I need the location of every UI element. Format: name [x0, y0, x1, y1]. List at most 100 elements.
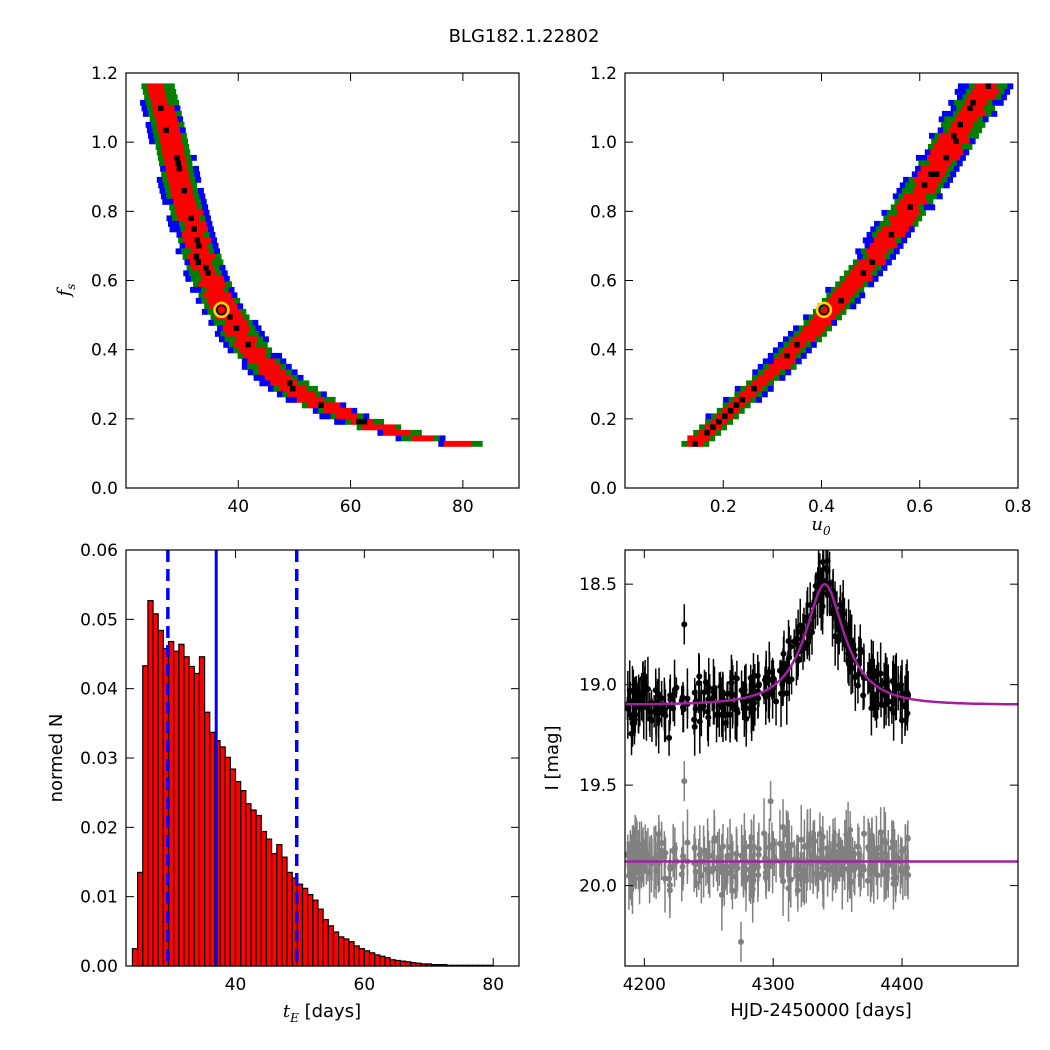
x-axis-label: tE [days] — [283, 1001, 361, 1025]
heat-cell-3sigma — [943, 182, 950, 189]
heat-cell-3sigma — [948, 99, 955, 106]
heat-cell-1sigma — [789, 352, 796, 359]
heat-cell-core — [193, 253, 200, 260]
heat-cell-1sigma — [846, 281, 853, 288]
data-point — [807, 602, 814, 609]
heat-cell-core — [175, 160, 182, 167]
heat-cell-2sigma — [998, 88, 1005, 95]
heat-cell-2sigma — [142, 88, 149, 95]
heat-cell-2sigma — [852, 259, 859, 266]
heat-cell-1sigma — [428, 435, 435, 442]
heat-cell-1sigma — [757, 374, 764, 381]
heat-cell-1sigma — [382, 429, 389, 436]
x-axis-label: u0 — [811, 514, 831, 538]
heat-cell-3sigma — [896, 187, 903, 194]
heat-cell-2sigma — [256, 341, 263, 348]
heat-cell-2sigma — [170, 88, 177, 95]
heat-cell-1sigma — [155, 116, 162, 123]
heat-cell-1sigma — [903, 226, 910, 233]
heat-cell-1sigma — [946, 149, 953, 156]
heat-cell-3sigma — [785, 369, 792, 376]
data-point — [666, 734, 673, 741]
heat-cell-2sigma — [905, 182, 912, 189]
heat-cell-core — [751, 385, 758, 392]
heat-cell-1sigma — [279, 385, 285, 392]
heat-cell-1sigma — [757, 380, 763, 387]
heat-cell-2sigma — [918, 204, 925, 211]
resid-point — [854, 843, 861, 850]
resid-point — [869, 838, 876, 845]
heat-cell-core — [928, 171, 935, 178]
heat-cell-3sigma — [395, 435, 402, 442]
heat-cell-2sigma — [216, 270, 223, 277]
heat-cell-1sigma — [974, 83, 981, 90]
y-tick-label: 0.05 — [80, 610, 118, 630]
heat-cell-2sigma — [163, 182, 170, 189]
heat-cell-1sigma — [952, 149, 959, 156]
heat-cell-1sigma — [318, 396, 325, 403]
heat-cell-1sigma — [389, 424, 396, 431]
heat-cell-3sigma — [255, 325, 262, 332]
heat-cell-3sigma — [956, 160, 963, 167]
heat-cell-3sigma — [179, 242, 186, 249]
heat-cell-1sigma — [687, 435, 694, 442]
heat-cell-core — [970, 99, 977, 106]
heat-cell-1sigma — [187, 209, 193, 216]
y-tick-label: 1.2 — [91, 64, 118, 84]
heat-cell-1sigma — [281, 380, 288, 387]
heat-cell-1sigma — [756, 385, 763, 392]
outlier-point — [767, 798, 774, 805]
heat-cell-3sigma — [893, 248, 900, 255]
heat-cell-1sigma — [931, 165, 938, 172]
heat-cell-1sigma — [849, 270, 856, 277]
resid-point — [836, 842, 843, 849]
heat-cell-2sigma — [247, 363, 254, 370]
heat-cell-2sigma — [215, 253, 222, 260]
heat-cell-3sigma — [783, 336, 789, 343]
heat-cell-3sigma — [864, 242, 871, 249]
heat-cell-1sigma — [258, 369, 265, 376]
x-tick-label: 40 — [227, 497, 249, 517]
heat-cell-1sigma — [750, 391, 757, 398]
heat-cell-1sigma — [842, 292, 849, 299]
heat-cell-2sigma — [931, 193, 938, 200]
heat-cell-core — [933, 171, 940, 178]
heat-cell-1sigma — [924, 187, 930, 194]
heat-cell-3sigma — [312, 407, 319, 414]
heat-cell-2sigma — [159, 160, 165, 167]
heat-cell-2sigma — [734, 391, 741, 398]
data-point — [648, 717, 655, 724]
heat-cell-1sigma — [201, 275, 208, 282]
resid-point — [733, 850, 740, 857]
heat-cell-3sigma — [872, 275, 879, 282]
histogram-bar — [389, 959, 396, 967]
panel-u0-fs: 0.2 0.4 0.6 0.8 0.0 0.2 0.4 0.6 0.8 1.0 1.2 u0 — [590, 64, 1032, 538]
heat-cell-3sigma — [175, 226, 181, 233]
heat-cell-1sigma — [192, 248, 198, 255]
histogram-bar — [394, 959, 402, 967]
heat-cell-2sigma — [935, 187, 941, 194]
heat-cell-1sigma — [901, 204, 908, 211]
heat-cell-1sigma — [207, 275, 214, 282]
heat-cell-2sigma — [858, 286, 865, 293]
heat-cell-2sigma — [224, 336, 231, 343]
heat-cell-2sigma — [170, 209, 177, 216]
heat-cell-1sigma — [934, 160, 941, 167]
heat-cell-1sigma — [879, 253, 885, 260]
heat-cell-3sigma — [911, 171, 918, 178]
heat-cell-1sigma — [715, 424, 722, 431]
heat-cell-1sigma — [839, 303, 846, 310]
histogram-bar — [276, 844, 283, 967]
data-point — [840, 610, 847, 617]
heat-cell-3sigma — [162, 198, 169, 205]
heat-cell-3sigma — [901, 237, 908, 244]
heat-cell-2sigma — [171, 94, 178, 101]
heat-cell-1sigma — [309, 391, 316, 398]
heat-cell-1sigma — [241, 336, 247, 343]
heat-cell-1sigma — [716, 413, 723, 420]
heat-cell-1sigma — [169, 105, 175, 112]
heat-cell-1sigma — [852, 286, 859, 293]
heat-cell-3sigma — [334, 418, 341, 425]
heat-cell-1sigma — [981, 99, 988, 106]
data-point — [748, 708, 755, 715]
